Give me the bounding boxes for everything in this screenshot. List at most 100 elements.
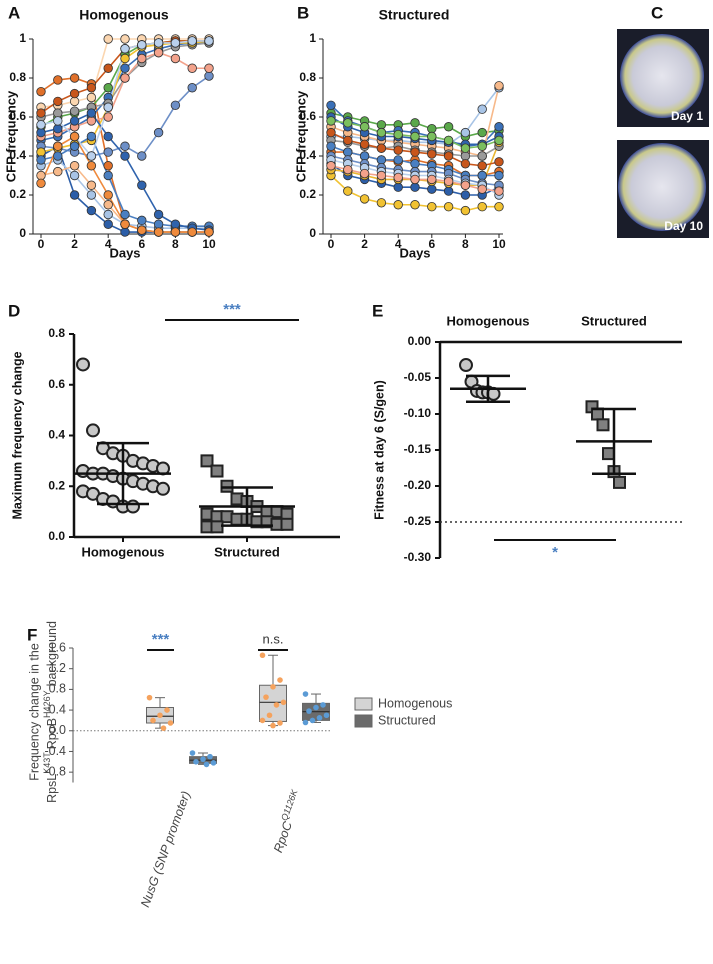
x-tick-label: 6 (138, 237, 145, 251)
panel-letter: B (297, 3, 309, 22)
y-tick-label: 0.2 (9, 187, 26, 201)
panel-letter: E (372, 301, 383, 320)
data-point (103, 209, 113, 220)
series-group (326, 81, 504, 216)
data-point (137, 225, 147, 235)
data-point (157, 712, 163, 719)
data-point (477, 201, 487, 212)
y-axis-label-part: RpsL (45, 774, 59, 803)
data-point (259, 717, 266, 724)
data-point (376, 198, 387, 208)
y-tick-label: 1 (309, 31, 316, 45)
y-tick-label: 0.4 (299, 148, 316, 162)
data-point (53, 75, 63, 85)
data-point (443, 151, 454, 161)
data-point (137, 180, 147, 190)
x-tick-label-sup: Q1126K (279, 787, 300, 822)
y-tick-label: -0.30 (404, 550, 432, 564)
legend-swatch (354, 714, 373, 728)
data-point (494, 135, 504, 146)
y-axis-label-sup: H426Y (42, 690, 52, 718)
data-point (207, 753, 213, 760)
data-point (193, 759, 199, 765)
data-point (137, 215, 147, 226)
panel-letter: D (8, 301, 20, 320)
data-point (410, 159, 420, 169)
data-point (120, 53, 130, 64)
data-point (393, 129, 403, 140)
x-tick-label: 0 (328, 237, 335, 251)
y-tick-label: -0.20 (404, 478, 432, 492)
data-point (160, 725, 167, 731)
data-point (200, 756, 206, 763)
y-axis-label: CFP frequency (3, 90, 18, 182)
x-tick-label: 10 (492, 237, 506, 251)
data-point (69, 170, 80, 181)
data-point (86, 151, 97, 161)
data-point (263, 694, 269, 700)
x-tick-label: 0 (38, 237, 45, 251)
x-tick-label: 8 (172, 237, 179, 251)
y-tick-label: -0.15 (404, 442, 432, 456)
y-tick-label: 0.2 (48, 478, 65, 492)
data-point (120, 63, 130, 73)
data-point (343, 147, 353, 157)
data-point (153, 38, 164, 48)
y-tick-label: 0.8 (49, 682, 66, 696)
y-tick-label: 0.4 (48, 428, 65, 442)
data-point (376, 170, 387, 181)
y-tick-label: 0.4 (49, 702, 66, 716)
significance-label: *** (223, 301, 241, 318)
data-point (302, 691, 309, 697)
data-point (187, 36, 197, 46)
data-point (359, 122, 370, 132)
data-point (103, 200, 113, 210)
data-point (343, 118, 353, 128)
legend-label: Homogenous (378, 696, 452, 710)
data-point (187, 227, 197, 237)
data-point (36, 108, 46, 118)
data-point (460, 143, 471, 153)
data-point (36, 86, 46, 97)
data-point (170, 38, 181, 48)
data-point (477, 161, 487, 171)
data-point (120, 141, 130, 151)
data-point (120, 219, 130, 229)
y-tick-label: 0.6 (48, 377, 65, 391)
y-tick-label: 0.00 (408, 334, 432, 348)
data-point (120, 151, 130, 161)
x-tick-label: 4 (105, 237, 112, 251)
data-point (204, 227, 214, 237)
significance-label: *** (152, 631, 170, 648)
data-point (189, 750, 196, 756)
x-tick-label: Homogenous (446, 313, 529, 328)
data-point (170, 227, 181, 237)
data-point (153, 127, 164, 138)
data-point (53, 151, 63, 161)
y-tick-label: 0.8 (9, 70, 26, 84)
data-point (164, 707, 170, 713)
data-point (359, 194, 370, 204)
data-point (103, 102, 113, 112)
data-point (167, 720, 174, 726)
y-tick-label: 1.6 (49, 640, 66, 654)
data-point (36, 178, 46, 189)
data-point (150, 717, 156, 724)
y-axis-label: Fitness at day 6 (S/gen) (372, 380, 386, 520)
legend-label: Structured (378, 713, 436, 727)
data-point (427, 184, 437, 194)
data-point (126, 499, 140, 514)
data-point (103, 131, 113, 142)
y-axis-label: Maximum frequency change (10, 351, 24, 519)
x-axis-label: Days (109, 245, 140, 260)
data-point (494, 81, 504, 91)
data-point (613, 475, 626, 489)
data-point (309, 717, 316, 724)
data-point (393, 182, 403, 192)
data-point (86, 92, 97, 103)
data-point (343, 186, 353, 196)
y-axis-label-part: background (45, 621, 59, 686)
data-point (460, 159, 471, 169)
data-point (460, 127, 471, 138)
data-point (477, 104, 487, 114)
